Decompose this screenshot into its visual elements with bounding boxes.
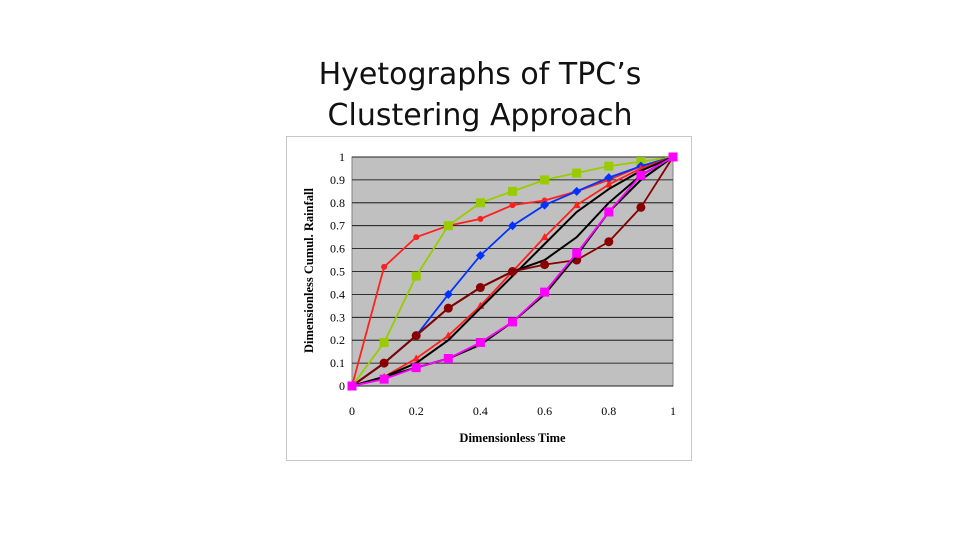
series-6	[351, 156, 674, 387]
data-point	[540, 287, 550, 297]
slide-title-line-2: Clustering Approach	[327, 98, 633, 133]
data-point	[604, 207, 614, 217]
data-point	[572, 186, 582, 196]
x-tick-label: 0	[349, 404, 355, 418]
data-point	[508, 317, 517, 327]
y-tick-label: 1	[339, 150, 345, 164]
data-point	[508, 221, 517, 231]
data-point	[443, 289, 453, 299]
data-point	[540, 233, 549, 241]
data-point	[636, 202, 646, 212]
x-tick-label: 0.8	[601, 404, 616, 418]
y-axis-title: Dimensionless Cumul. Rainfall	[302, 188, 316, 353]
data-point	[412, 354, 421, 362]
data-point	[540, 200, 550, 210]
data-point	[443, 221, 453, 231]
x-tick-label: 1	[670, 404, 676, 418]
data-point	[379, 337, 389, 347]
data-point	[604, 180, 613, 188]
data-point	[572, 168, 582, 178]
title-area: Hyetographs of TPC’s Clustering Approach	[0, 0, 960, 136]
data-point	[540, 175, 550, 185]
x-tick-label: 0.6	[537, 404, 552, 418]
series-group	[347, 152, 678, 391]
data-point	[411, 271, 421, 281]
data-point	[475, 198, 485, 208]
y-tick-label: 0	[339, 379, 345, 393]
data-point	[541, 197, 548, 204]
y-tick-label: 0.4	[330, 287, 345, 301]
x-tick-label: 0.2	[409, 404, 424, 418]
data-point	[508, 267, 517, 276]
data-point	[540, 260, 550, 270]
series-9	[347, 152, 678, 391]
y-tick-label: 0.6	[330, 242, 345, 256]
data-point	[411, 363, 421, 373]
y-tick-label: 0.2	[330, 333, 345, 347]
y-tick-label: 0.3	[330, 310, 345, 324]
data-point	[379, 358, 389, 368]
data-point	[475, 337, 485, 347]
data-point	[443, 354, 453, 364]
x-axis-title: Dimensionless Time	[459, 431, 566, 445]
data-point	[636, 157, 646, 167]
data-point	[604, 237, 614, 247]
y-tick-label: 0.8	[330, 196, 345, 210]
data-point	[413, 234, 420, 241]
data-point	[508, 186, 517, 196]
data-point	[668, 152, 678, 162]
data-point	[443, 303, 453, 313]
data-point	[475, 283, 485, 293]
data-point	[572, 248, 582, 258]
y-axis-ticks: 0 0.1 0.2 0.3 0.4 0.5 0.6 0.7 0.8 0.9 1	[330, 150, 345, 393]
y-tick-label: 0.5	[330, 265, 345, 279]
data-point	[572, 201, 581, 209]
data-point	[604, 161, 614, 171]
y-tick-label: 0.7	[330, 219, 345, 233]
slide-title-line-1: Hyetographs of TPC’s	[318, 57, 642, 92]
series-6-line	[351, 156, 674, 387]
data-point	[347, 381, 357, 391]
x-axis-ticks: 0 0.2 0.4 0.6 0.8 1	[349, 404, 676, 418]
x-tick-label: 0.4	[473, 404, 488, 418]
data-point	[381, 263, 388, 270]
data-point	[477, 215, 484, 222]
data-point	[411, 331, 421, 341]
y-tick-label: 0.9	[330, 173, 345, 187]
data-point	[509, 202, 516, 209]
data-point	[475, 250, 485, 260]
y-tick-label: 0.1	[330, 356, 345, 370]
data-point	[604, 173, 614, 183]
slide-title: Hyetographs of TPC’s Clustering Approach	[0, 54, 960, 136]
data-point	[379, 374, 389, 384]
data-point	[636, 170, 646, 180]
